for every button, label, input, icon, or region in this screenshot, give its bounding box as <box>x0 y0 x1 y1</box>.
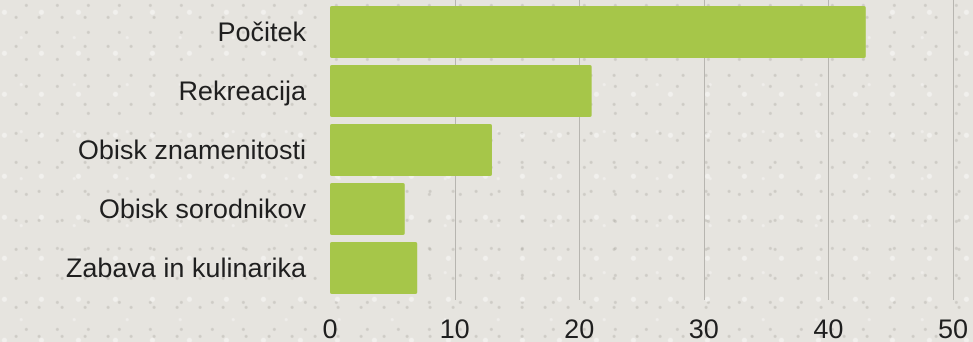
category-label: Rekreacija <box>178 76 307 106</box>
x-tick-label: 30 <box>689 314 719 342</box>
x-tick-label: 0 <box>322 314 337 342</box>
category-label: Zabava in kulinarika <box>66 253 307 283</box>
bar <box>330 242 418 294</box>
category-labels: Počitek Rekreacija Obisk znamenitosti Obisk… <box>66 17 307 283</box>
x-tick-label: 20 <box>564 314 594 342</box>
category-label: Obisk sorodnikov <box>99 194 307 224</box>
x-tick-label: 10 <box>440 314 470 342</box>
bar <box>330 6 866 58</box>
x-tick-label: 50 <box>938 314 968 342</box>
bar <box>330 183 405 235</box>
bar <box>330 65 592 117</box>
category-label: Obisk znamenitosti <box>78 135 306 165</box>
bars <box>330 6 866 294</box>
x-axis-ticks: 0 10 20 30 40 50 <box>322 314 968 342</box>
category-label: Počitek <box>217 17 306 47</box>
bar <box>330 124 492 176</box>
x-tick-label: 40 <box>813 314 843 342</box>
